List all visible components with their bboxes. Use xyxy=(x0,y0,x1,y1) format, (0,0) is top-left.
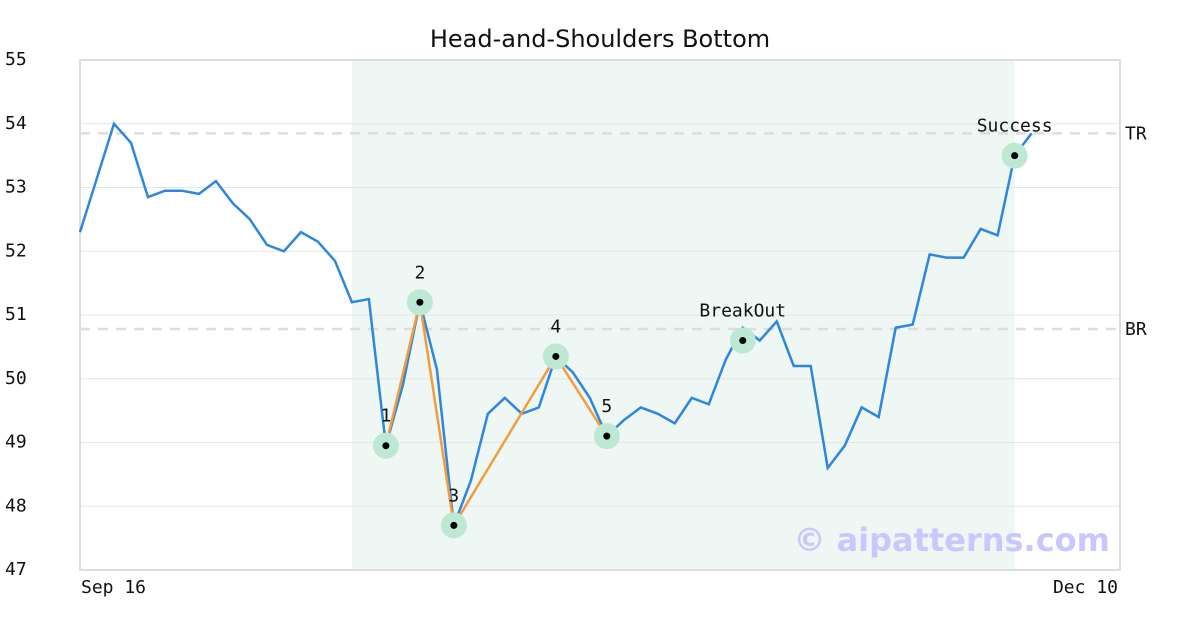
pattern-label: 2 xyxy=(414,262,425,283)
y-tick-label: 53 xyxy=(5,177,27,198)
y-tick-label: 51 xyxy=(5,304,27,325)
x-tick-label: Sep 16 xyxy=(81,577,146,598)
marker-dot xyxy=(552,352,560,360)
marker-dot xyxy=(382,442,390,450)
x-tick-label: Dec 10 xyxy=(1053,577,1118,598)
y-tick-label: 47 xyxy=(5,559,27,580)
pattern-label: 5 xyxy=(601,396,612,417)
level-label: TR xyxy=(1125,123,1147,144)
annotation-label: BreakOut xyxy=(699,301,786,322)
pattern-label: 4 xyxy=(550,316,561,337)
chart-title: Head-and-Shoulders Bottom xyxy=(430,25,770,53)
y-tick-label: 55 xyxy=(5,49,27,70)
y-tick-label: 50 xyxy=(5,368,27,389)
y-tick-label: 54 xyxy=(5,113,27,134)
annotation-label: Success xyxy=(977,116,1053,137)
marker-dot xyxy=(450,521,458,529)
marker-dot xyxy=(739,337,747,344)
plot-border xyxy=(79,59,1121,571)
marker-dot xyxy=(416,298,424,306)
y-tick-label: 52 xyxy=(5,240,27,261)
y-tick-label: 48 xyxy=(5,495,27,516)
marker-dot xyxy=(1011,152,1019,160)
watermark: © aipatterns.com xyxy=(793,521,1110,559)
level-label: BR xyxy=(1125,319,1147,340)
y-tick-label: 49 xyxy=(5,432,27,453)
marker-dot xyxy=(603,432,611,440)
pattern-label: 1 xyxy=(380,406,391,427)
pattern-label: 3 xyxy=(448,485,459,506)
